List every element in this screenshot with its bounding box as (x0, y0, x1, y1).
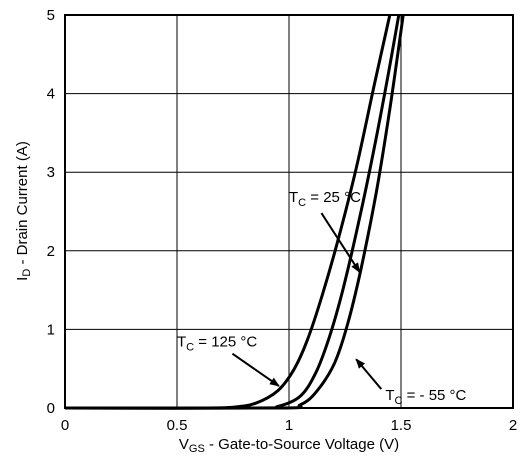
y-tick-label: 1 (47, 321, 55, 338)
x-tick-label: 0 (61, 417, 69, 434)
annotation-arrow (355, 358, 383, 390)
tick-labels: 0 0.5 1 1.5 2 0 1 2 3 4 5 (47, 7, 518, 434)
annotation-label: TC = 125 °C (177, 334, 257, 354)
plot-frame (64, 14, 514, 409)
annotations: TC = 25 °C TC = 125 °C TC = - 55 °C (177, 189, 467, 407)
x-tick-label: 1 (285, 417, 293, 434)
y-tick-label: 0 (47, 400, 55, 417)
x-tick-label: 1.5 (391, 417, 412, 434)
y-tick-label: 4 (47, 86, 55, 103)
y-tick-label: 5 (47, 7, 55, 24)
y-axis-title: ID - Drain Current (A) (14, 141, 33, 281)
y-tick-label: 3 (47, 164, 55, 181)
annotation-label: TC = 25 °C (289, 189, 361, 209)
annotation-label: TC = - 55 °C (385, 387, 466, 407)
x-tick-label: 0.5 (167, 417, 188, 434)
y-tick-label: 2 (47, 243, 55, 260)
x-axis-title: VGS - Gate-to-Source Voltage (V) (179, 436, 399, 455)
annotation-arrow (320, 212, 361, 273)
annotation-arrow (231, 352, 280, 387)
grid-lines (65, 15, 513, 408)
x-tick-label: 2 (509, 417, 517, 434)
